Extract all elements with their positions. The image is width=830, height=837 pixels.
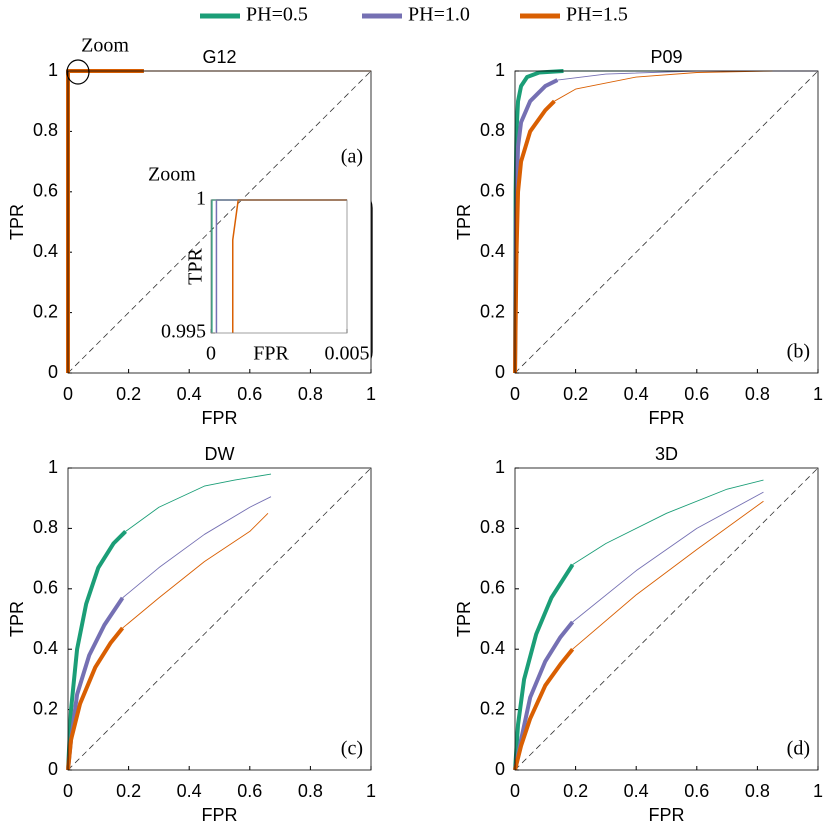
chart-title: P09 [650, 47, 682, 67]
x-tick-label: 0 [63, 384, 73, 404]
roc-line [572, 500, 764, 650]
y-tick-label: 0.2 [33, 301, 58, 321]
axes-box [67, 70, 372, 374]
x-tick-label: 0 [510, 781, 520, 801]
chart-title: 3D [655, 444, 678, 464]
y-tick-label: 0 [48, 362, 58, 382]
roc-line [122, 496, 272, 599]
zoom-circle [66, 59, 90, 85]
diagonal [67, 70, 372, 374]
y-tick-label: 0.4 [480, 241, 505, 261]
y-tick-label: 0 [495, 362, 505, 382]
y-tick-label: 0.2 [480, 301, 505, 321]
y-tick-label: 0.4 [33, 241, 58, 261]
x-tick-label: 1 [366, 781, 376, 801]
roc-line-bold [66, 530, 127, 771]
legend-label: PH=0.5 [246, 4, 308, 26]
zoom-label: Zoom [81, 35, 129, 57]
y-tick-label: 0.8 [480, 517, 505, 537]
x-tick-label: 0.6 [237, 384, 262, 404]
x-tick-label: 0.6 [237, 781, 262, 801]
x-axis-label: FPR [202, 805, 238, 825]
x-tick-label: 0.2 [563, 384, 588, 404]
x-tick-label: 0.8 [298, 384, 323, 404]
x-axis-label: FPR [649, 805, 685, 825]
x-tick-label: 0.2 [116, 384, 141, 404]
panel-label: (b) [787, 341, 810, 363]
x-axis-label: FPR [649, 408, 685, 428]
x-tick-label: 0.4 [624, 781, 649, 801]
axes-box [514, 70, 819, 374]
x-tick-label: 0.4 [624, 384, 649, 404]
y-tick-label: 0.6 [480, 578, 505, 598]
x-tick-label: 0.2 [563, 781, 588, 801]
chart-title: G12 [202, 47, 236, 67]
y-tick-label: 0.6 [33, 578, 58, 598]
y-tick-label: 1 [48, 457, 58, 477]
y-tick-label: 0.2 [480, 698, 505, 718]
y-axis-label: TPR [454, 601, 474, 637]
roc-line-bold [513, 99, 556, 374]
y-axis-label: TPR [454, 204, 474, 240]
y-tick-label: 0.8 [480, 120, 505, 140]
x-tick-label: 0.4 [177, 384, 202, 404]
roc-line-bold [513, 647, 575, 771]
x-tick-label: 0.8 [745, 781, 770, 801]
y-tick-label: 0.8 [33, 517, 58, 537]
x-tick-label: 0 [63, 781, 73, 801]
y-tick-label: 0.4 [480, 638, 505, 658]
axes-box [67, 467, 372, 771]
y-axis-label: TPR [7, 204, 27, 240]
panel-label: (d) [787, 738, 810, 760]
y-tick-label: 1 [196, 188, 206, 210]
x-tick-label: 0.2 [116, 781, 141, 801]
y-tick-label: 0.995 [161, 321, 206, 343]
y-tick-label: 0 [495, 759, 505, 779]
x-tick-label: 0.4 [177, 781, 202, 801]
x-tick-label: 1 [813, 384, 823, 404]
x-tick-label: 0 [206, 343, 216, 365]
x-tick-label: 0.8 [745, 384, 770, 404]
x-tick-label: 0.6 [684, 384, 709, 404]
y-tick-label: 1 [495, 60, 505, 80]
diagonal [514, 70, 819, 374]
x-tick-label: 1 [813, 781, 823, 801]
y-tick-label: 0.4 [33, 638, 58, 658]
roc-line-bold [513, 563, 575, 771]
x-tick-label: 1 [366, 384, 376, 404]
chart-title: DW [205, 444, 235, 464]
x-axis-label: FPR [202, 408, 238, 428]
panel-label: (c) [341, 738, 363, 760]
diagonal [67, 467, 372, 771]
roc-line [554, 70, 773, 102]
y-tick-label: 0.2 [33, 698, 58, 718]
y-tick-label: 1 [48, 60, 58, 80]
x-tick-label: 0 [510, 384, 520, 404]
roc-line [572, 479, 764, 566]
x-tick-label: 0.8 [298, 781, 323, 801]
inset-title: Zoom [148, 164, 196, 186]
panel-label: (a) [341, 146, 363, 168]
roc-line [122, 512, 269, 629]
roc-line [572, 491, 764, 623]
y-tick-label: 0.6 [33, 181, 58, 201]
x-axis-label: FPR [253, 343, 289, 365]
axes-box [514, 467, 819, 771]
y-axis-label: TPR [185, 248, 207, 285]
y-tick-label: 1 [495, 457, 505, 477]
diagonal [514, 467, 819, 771]
y-tick-label: 0.8 [33, 120, 58, 140]
x-tick-label: 0.005 [325, 343, 370, 365]
legend-label: PH=1.0 [408, 4, 470, 26]
roc-line-bold [66, 626, 125, 771]
x-tick-label: 0.6 [684, 781, 709, 801]
y-tick-label: 0.6 [480, 181, 505, 201]
y-axis-label: TPR [7, 601, 27, 637]
y-tick-label: 0 [48, 759, 58, 779]
legend-label: PH=1.5 [566, 4, 628, 26]
axes-box [210, 199, 348, 334]
roc-line [125, 473, 272, 532]
